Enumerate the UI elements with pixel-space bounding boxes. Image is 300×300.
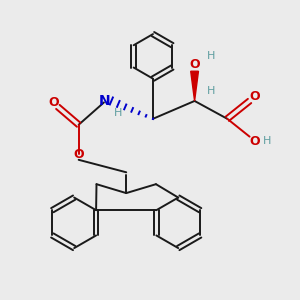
Text: H: H — [262, 136, 271, 146]
Text: O: O — [189, 58, 200, 71]
Text: O: O — [250, 135, 260, 148]
Text: H: H — [114, 108, 122, 118]
Text: O: O — [74, 148, 84, 161]
Text: H: H — [207, 51, 215, 62]
Text: O: O — [250, 90, 260, 103]
Text: N: N — [99, 94, 111, 108]
Text: O: O — [48, 96, 59, 109]
Text: H: H — [207, 85, 215, 96]
Polygon shape — [191, 71, 198, 101]
